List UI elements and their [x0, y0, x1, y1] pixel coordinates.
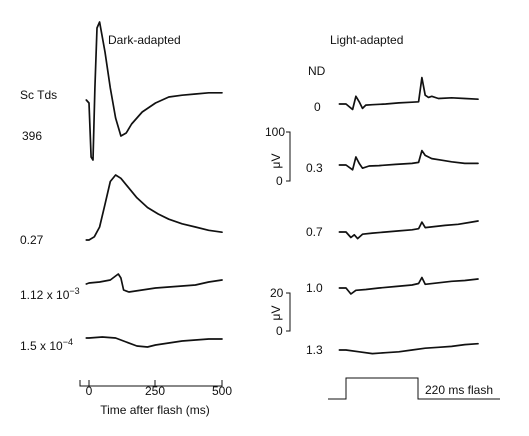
time-tick-label-0: 0 [86, 384, 93, 398]
light-trace-4 [338, 342, 479, 355]
light-trace-1 [338, 149, 479, 171]
nd-header: ND [308, 64, 326, 78]
dark-trace-1 [85, 174, 223, 241]
dark-trace-3 [85, 336, 223, 348]
light-trace-3 [338, 276, 479, 295]
light-series-label-2: 0.7 [306, 225, 323, 239]
scale-tick-0-upper: 0 [276, 174, 283, 188]
light-series-label-0: 0 [314, 100, 321, 114]
light-series-label-1: 0.3 [306, 161, 323, 175]
light-trace-2 [338, 220, 479, 240]
light-series-label-3: 1.0 [306, 281, 323, 295]
scale-tick-0-lower: 0 [276, 324, 283, 338]
sc-tds-header: Sc Tds [20, 88, 57, 102]
dark-series-label-1: 0.27 [20, 233, 44, 247]
scale-tick-20: 20 [270, 286, 284, 300]
scale-tick-100: 100 [265, 125, 285, 139]
light-trace-0 [338, 76, 479, 111]
dark-adapted-title: Dark-adapted [108, 33, 181, 47]
time-tick-label-500: 500 [212, 384, 232, 398]
time-tick-label-250: 250 [145, 384, 165, 398]
scale-bar-20uv [286, 292, 291, 332]
dark-series-label-0: 396 [22, 129, 42, 143]
scale-bar-100uv [286, 131, 291, 182]
dark-series-label-3: 1.5 x 10−4 [20, 337, 73, 353]
light-adapted-title: Light-adapted [330, 33, 403, 47]
light-series-label-4: 1.3 [306, 343, 323, 357]
scale-unit-upper: μV [269, 154, 283, 169]
dark-trace-0 [85, 21, 223, 161]
dark-series-label-2: 1.12 x 10−3 [20, 286, 80, 302]
dark-trace-2 [85, 273, 223, 293]
scale-unit-lower: μV [269, 306, 283, 321]
time-axis-line [79, 380, 223, 387]
stimulus-label: 220 ms flash [425, 383, 493, 397]
time-axis-label: Time after flash (ms) [100, 403, 210, 417]
stimulus-trace [328, 377, 500, 400]
